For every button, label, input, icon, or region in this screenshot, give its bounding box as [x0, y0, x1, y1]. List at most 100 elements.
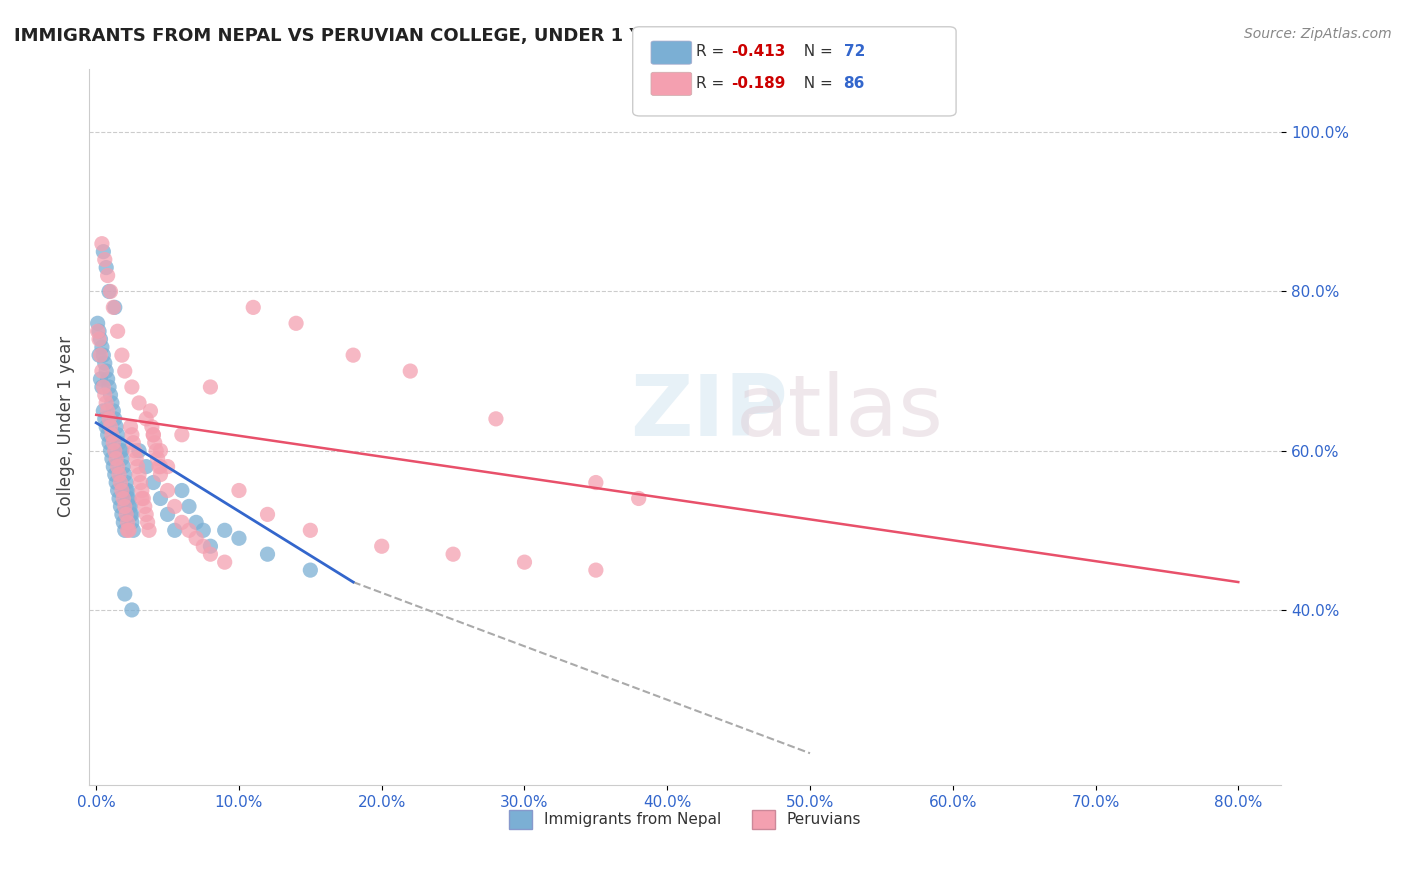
Immigrants from Nepal — [299, 563, 322, 577]
Immigrants from Nepal — [118, 491, 141, 506]
Immigrants from Nepal — [117, 483, 139, 498]
Immigrants from Nepal — [114, 524, 136, 538]
Peruvians — [127, 459, 149, 474]
Peruvians — [100, 285, 122, 299]
Immigrants from Nepal — [98, 435, 121, 450]
Immigrants from Nepal — [90, 380, 112, 394]
Peruvians — [94, 388, 117, 402]
Immigrants from Nepal — [108, 491, 131, 506]
Peruvians — [128, 467, 150, 482]
Peruvians — [114, 364, 136, 378]
Immigrants from Nepal — [115, 483, 138, 498]
Immigrants from Nepal — [104, 412, 127, 426]
Immigrants from Nepal — [94, 356, 117, 370]
Peruvians — [120, 419, 142, 434]
Immigrants from Nepal — [177, 500, 200, 514]
Peruvians — [138, 524, 160, 538]
Immigrants from Nepal — [104, 301, 127, 315]
Peruvians — [148, 459, 170, 474]
Immigrants from Nepal — [135, 459, 157, 474]
Peruvians — [117, 524, 139, 538]
Peruvians — [108, 467, 131, 482]
Immigrants from Nepal — [110, 443, 132, 458]
Immigrants from Nepal — [87, 324, 110, 338]
Peruvians — [115, 508, 138, 522]
Immigrants from Nepal — [94, 412, 117, 426]
Immigrants from Nepal — [100, 388, 122, 402]
Peruvians — [585, 475, 607, 490]
Immigrants from Nepal — [128, 443, 150, 458]
Legend: Immigrants from Nepal, Peruvians: Immigrants from Nepal, Peruvians — [503, 804, 868, 835]
Immigrants from Nepal — [96, 419, 118, 434]
Peruvians — [170, 516, 193, 530]
Immigrants from Nepal — [156, 508, 179, 522]
Peruvians — [89, 348, 111, 362]
Immigrants from Nepal — [97, 427, 120, 442]
Peruvians — [149, 459, 172, 474]
Immigrants from Nepal — [103, 404, 125, 418]
Immigrants from Nepal — [118, 500, 141, 514]
Immigrants from Nepal — [193, 524, 215, 538]
Peruvians — [135, 412, 157, 426]
Immigrants from Nepal — [97, 372, 120, 386]
Immigrants from Nepal — [114, 587, 136, 601]
Peruvians — [146, 451, 169, 466]
Peruvians — [103, 435, 125, 450]
Peruvians — [104, 443, 127, 458]
Peruvians — [370, 539, 392, 553]
Peruvians — [149, 443, 172, 458]
Immigrants from Nepal — [96, 364, 118, 378]
Peruvians — [105, 451, 128, 466]
Peruvians — [93, 380, 115, 394]
Text: -0.413: -0.413 — [731, 45, 786, 59]
Peruvians — [163, 500, 186, 514]
Peruvians — [149, 467, 172, 482]
Peruvians — [139, 404, 162, 418]
Peruvians — [90, 364, 112, 378]
Peruvians — [342, 348, 364, 362]
Immigrants from Nepal — [117, 491, 139, 506]
Immigrants from Nepal — [121, 516, 143, 530]
Peruvians — [107, 459, 129, 474]
Immigrants from Nepal — [228, 531, 250, 545]
Peruvians — [86, 324, 108, 338]
Peruvians — [170, 427, 193, 442]
Immigrants from Nepal — [111, 451, 134, 466]
Immigrants from Nepal — [107, 483, 129, 498]
Peruvians — [156, 483, 179, 498]
Immigrants from Nepal — [121, 508, 143, 522]
Immigrants from Nepal — [186, 516, 208, 530]
Peruvians — [125, 451, 148, 466]
Immigrants from Nepal — [122, 524, 145, 538]
Immigrants from Nepal — [200, 539, 222, 553]
Immigrants from Nepal — [98, 285, 121, 299]
Immigrants from Nepal — [121, 603, 143, 617]
Peruvians — [441, 547, 464, 561]
Immigrants from Nepal — [90, 340, 112, 354]
Immigrants from Nepal — [111, 443, 134, 458]
Immigrants from Nepal — [87, 348, 110, 362]
Peruvians — [96, 396, 118, 410]
Text: IMMIGRANTS FROM NEPAL VS PERUVIAN COLLEGE, UNDER 1 YEAR CORRELATION CHART: IMMIGRANTS FROM NEPAL VS PERUVIAN COLLEG… — [14, 27, 904, 45]
Immigrants from Nepal — [105, 475, 128, 490]
Immigrants from Nepal — [112, 459, 135, 474]
Peruvians — [193, 539, 215, 553]
Peruvians — [87, 332, 110, 346]
Text: N =: N = — [794, 77, 838, 91]
Peruvians — [299, 524, 322, 538]
Peruvians — [627, 491, 650, 506]
Text: atlas: atlas — [737, 371, 943, 454]
Peruvians — [186, 531, 208, 545]
Peruvians — [145, 443, 167, 458]
Immigrants from Nepal — [93, 244, 115, 259]
Immigrants from Nepal — [86, 316, 108, 330]
Peruvians — [156, 459, 179, 474]
Peruvians — [177, 524, 200, 538]
Immigrants from Nepal — [110, 500, 132, 514]
Peruvians — [97, 404, 120, 418]
Immigrants from Nepal — [114, 467, 136, 482]
Text: R =: R = — [696, 77, 730, 91]
Peruvians — [132, 491, 155, 506]
Peruvians — [485, 412, 508, 426]
Peruvians — [256, 508, 278, 522]
